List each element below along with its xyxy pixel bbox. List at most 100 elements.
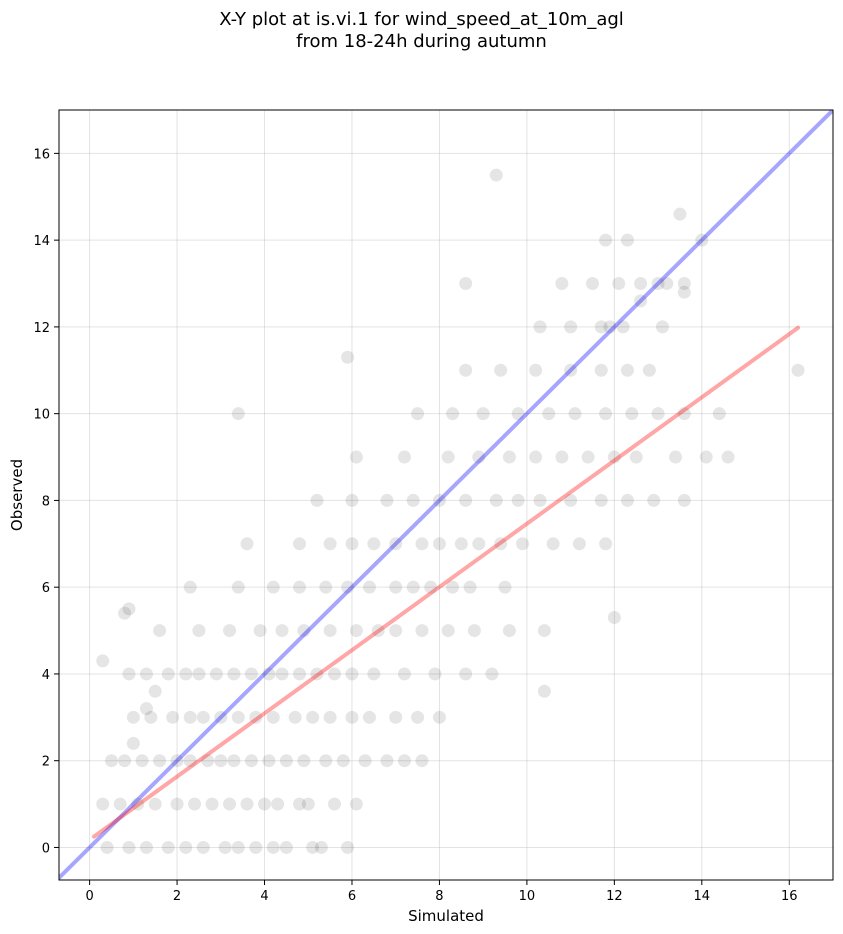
scatter-point [446, 580, 460, 594]
scatter-point [695, 233, 709, 247]
scatter-point [240, 537, 254, 551]
scatter-point [599, 537, 613, 551]
x-tick-label: 2 [173, 889, 181, 904]
scatter-point [529, 450, 543, 464]
y-tick-label: 14 [33, 234, 50, 249]
scatter-point [476, 407, 490, 421]
scatter-point [323, 537, 337, 551]
scatter-point [345, 667, 359, 681]
x-tick-label: 14 [694, 889, 711, 904]
scatter-point [555, 277, 569, 291]
scatter-point [441, 450, 455, 464]
scatter-point [183, 580, 197, 594]
scatter-point [104, 754, 118, 768]
scatter-point [620, 233, 634, 247]
scatter-point [411, 407, 425, 421]
scatter-point [319, 580, 333, 594]
scatter-point [279, 840, 293, 854]
chart-title-line-2: from 18-24h during autumn [296, 31, 547, 52]
x-tick-label: 12 [606, 889, 623, 904]
scatter-point [472, 450, 486, 464]
scatter-point [791, 363, 805, 377]
scatter-point [179, 840, 193, 854]
scatter-point [231, 580, 245, 594]
scatter-point [380, 754, 394, 768]
scatter-point [564, 493, 578, 507]
y-axis-title: Observed [8, 459, 26, 531]
scatter-point [446, 407, 460, 421]
scatter-point [188, 797, 202, 811]
scatter-point [415, 537, 429, 551]
scatter-point [183, 710, 197, 724]
scatter-point [253, 624, 267, 638]
x-tick-label: 8 [435, 889, 443, 904]
scatter-point [712, 407, 726, 421]
scatter-point [293, 667, 307, 681]
scatter-point [537, 624, 551, 638]
scatter-point [564, 320, 578, 334]
scatter-point [122, 840, 136, 854]
scatter-point [118, 606, 132, 620]
scatter-point [677, 285, 691, 299]
scatter-point [612, 277, 626, 291]
scatter-point [231, 407, 245, 421]
scatter-point [336, 754, 350, 768]
y-tick-label: 4 [42, 668, 50, 683]
regression-line [91, 325, 801, 839]
scatter-point [192, 624, 206, 638]
scatter-point [472, 537, 486, 551]
scatter-point [227, 754, 241, 768]
scatter-point [135, 754, 149, 768]
scatter-point [126, 736, 140, 750]
scatter-point [537, 684, 551, 698]
scatter-point [572, 537, 586, 551]
y-tick-label: 2 [42, 755, 50, 770]
scatter-point [389, 710, 403, 724]
scatter-point [494, 363, 508, 377]
scatter-point [271, 797, 285, 811]
scatter-point [96, 654, 110, 668]
scatter-point [341, 580, 355, 594]
scatter-point [459, 493, 473, 507]
scatter-point [122, 602, 136, 616]
scatter-point [647, 493, 661, 507]
scatter-point [314, 840, 328, 854]
scatter-point [323, 710, 337, 724]
scatter-point [345, 537, 359, 551]
scatter-point [218, 840, 232, 854]
scatter-point [389, 580, 403, 594]
scatter-point [131, 797, 145, 811]
scatter-point [677, 493, 691, 507]
scatter-point [319, 754, 333, 768]
scatter-point [459, 277, 473, 291]
scatter-point [293, 797, 307, 811]
scatter-point [126, 710, 140, 724]
scatter-point [231, 710, 245, 724]
scatter-point [183, 754, 197, 768]
scatter-point [655, 320, 669, 334]
scatter-point [424, 580, 438, 594]
scatter-point [651, 407, 665, 421]
scatter-point [153, 754, 167, 768]
plot-frame [58, 109, 834, 881]
scatter-point [262, 754, 276, 768]
scatter-point [620, 493, 634, 507]
scatter-point [406, 580, 420, 594]
scatter-point [432, 493, 446, 507]
axis-ticks: 0 2 4 6 8 10 12 14 16 0 2 4 6 8 10 12 14 16 [33, 147, 797, 904]
scatter-point [397, 667, 411, 681]
scatter-point [358, 754, 372, 768]
x-tick-label: 16 [781, 889, 798, 904]
scatter-point [293, 580, 307, 594]
scatter-point [642, 363, 656, 377]
chart-title-line-1: X-Y plot at is.vi.1 for wind_speed_at_10… [219, 9, 624, 30]
scatter-point [345, 493, 359, 507]
scatter-point [585, 277, 599, 291]
scatter-point [651, 277, 665, 291]
scatter-point [669, 450, 683, 464]
scatter-point [533, 320, 547, 334]
scatter-point [546, 537, 560, 551]
scatter-point [660, 277, 674, 291]
scatter-point [201, 754, 215, 768]
